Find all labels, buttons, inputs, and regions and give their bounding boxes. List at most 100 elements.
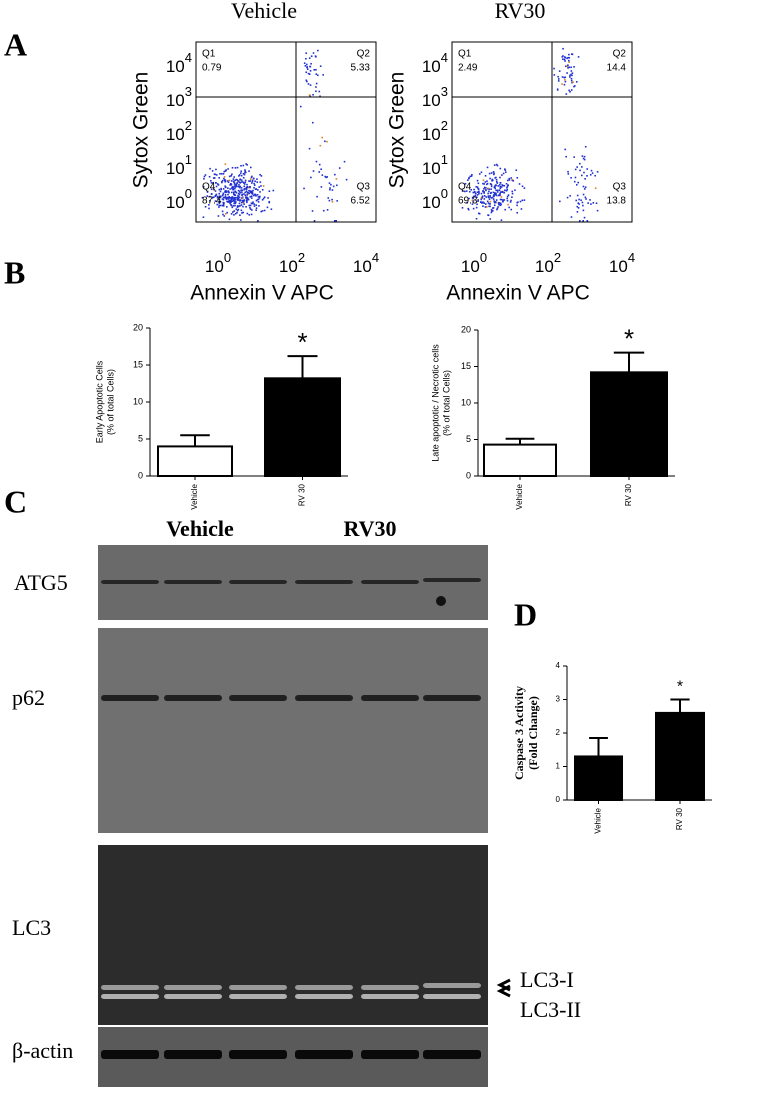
dot	[589, 173, 592, 176]
dot	[475, 206, 478, 209]
band	[361, 994, 419, 999]
tick-exp: 0	[480, 250, 487, 265]
dot	[231, 200, 233, 203]
dot	[241, 181, 244, 183]
dot	[256, 198, 259, 201]
dot	[476, 196, 478, 199]
dot	[225, 191, 228, 193]
band	[229, 994, 287, 999]
dot	[518, 183, 521, 185]
dot	[582, 220, 584, 222]
dot	[246, 199, 248, 202]
dot	[240, 179, 243, 181]
dot	[315, 68, 317, 71]
dot	[304, 64, 307, 67]
dot	[233, 198, 236, 200]
dot	[506, 179, 509, 182]
dot	[502, 190, 504, 193]
dot	[253, 184, 256, 186]
dot	[492, 207, 494, 209]
dot	[309, 95, 312, 98]
dot	[595, 202, 598, 205]
dot	[494, 184, 497, 187]
band	[164, 580, 222, 584]
dot	[492, 209, 494, 212]
bar	[590, 371, 668, 477]
dot	[228, 196, 231, 199]
dot	[577, 181, 579, 184]
dot	[257, 198, 260, 201]
tick-base: 10	[422, 91, 441, 110]
dot	[566, 196, 569, 199]
dot	[489, 218, 492, 220]
dot	[260, 185, 262, 187]
dot	[203, 175, 206, 178]
dot	[594, 174, 597, 177]
dot	[491, 196, 494, 199]
dot	[212, 181, 215, 184]
tick-label: 100	[205, 250, 231, 276]
quadrant-name: Q2	[613, 49, 627, 60]
dot	[203, 177, 205, 180]
dot	[500, 198, 503, 201]
dot	[201, 196, 204, 199]
dot	[246, 186, 249, 189]
dot	[236, 209, 239, 212]
plot-title: RV30	[495, 0, 546, 23]
band	[423, 578, 481, 582]
dot	[259, 191, 261, 193]
y-tick-label: 20	[133, 322, 143, 332]
dot	[228, 175, 231, 178]
dot	[491, 178, 494, 181]
dot	[478, 193, 480, 195]
dot	[576, 166, 578, 168]
dot	[263, 209, 266, 212]
dot	[258, 205, 260, 207]
dot	[343, 160, 346, 163]
dot	[484, 175, 487, 177]
dot	[503, 184, 506, 187]
dot	[218, 195, 221, 198]
blot-panel	[98, 845, 488, 1025]
plot-frame	[195, 41, 377, 223]
dot	[246, 194, 248, 196]
dot	[244, 170, 247, 173]
dot	[565, 93, 568, 95]
dot	[222, 173, 225, 175]
dot	[243, 203, 245, 205]
dot	[234, 190, 237, 193]
dot	[470, 189, 472, 191]
dot	[237, 199, 239, 201]
dot	[561, 83, 563, 85]
dot	[492, 198, 495, 200]
dot	[220, 187, 222, 190]
tick-base: 10	[422, 193, 441, 212]
dot	[567, 67, 569, 69]
dot	[575, 81, 578, 83]
dot	[596, 209, 599, 212]
dot	[584, 178, 586, 180]
tick-label: 102	[166, 118, 192, 144]
dot	[493, 204, 496, 207]
dot	[493, 173, 495, 176]
dot	[321, 136, 324, 139]
dot	[312, 170, 315, 172]
band	[361, 580, 419, 584]
dot	[240, 197, 243, 199]
y-tick-label: 20	[461, 324, 471, 334]
dot	[329, 187, 331, 189]
dot	[224, 213, 227, 215]
dot	[255, 209, 257, 211]
quadrant-value: 69.3	[458, 196, 478, 207]
dot	[250, 195, 253, 197]
band	[423, 695, 481, 701]
dot	[478, 191, 480, 194]
dot	[309, 65, 311, 68]
dot	[490, 191, 492, 194]
dot	[239, 204, 241, 207]
band	[101, 695, 159, 701]
dot	[210, 188, 213, 191]
dot	[487, 187, 489, 190]
dot	[485, 183, 488, 186]
dot	[217, 196, 219, 198]
